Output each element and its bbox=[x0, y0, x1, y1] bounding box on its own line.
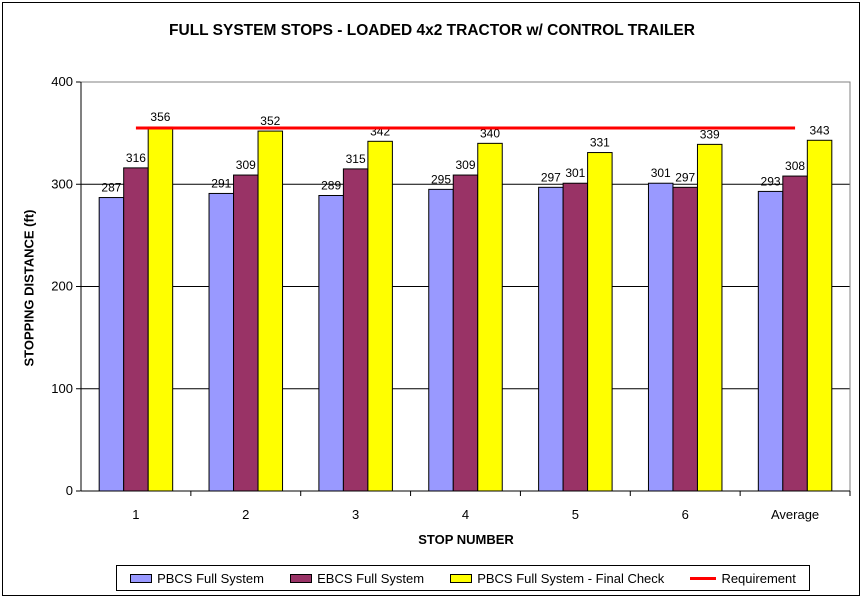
bar-value-label: 287 bbox=[101, 181, 121, 195]
bar-value-label: 343 bbox=[810, 123, 830, 137]
bar bbox=[452, 174, 479, 492]
legend-item-pbcs-final: PBCS Full System - Final Check bbox=[450, 571, 664, 586]
bar bbox=[696, 143, 723, 492]
bar-value-label: 293 bbox=[761, 174, 781, 188]
bar bbox=[477, 142, 503, 492]
x-tick-label: 3 bbox=[352, 507, 359, 522]
bar bbox=[98, 197, 125, 492]
bar bbox=[672, 186, 698, 492]
bar bbox=[587, 152, 613, 492]
chart-title: FULL SYSTEM STOPS - LOADED 4x2 TRACTOR w… bbox=[169, 22, 695, 39]
legend-label-pbcs: PBCS Full System bbox=[157, 570, 264, 586]
bar-value-label: 316 bbox=[126, 151, 146, 165]
bar-value-label: 301 bbox=[651, 166, 671, 180]
bar bbox=[367, 140, 393, 492]
legend-label-requirement: Requirement bbox=[721, 570, 796, 586]
bar-value-label: 356 bbox=[150, 110, 170, 124]
bar-value-label: 342 bbox=[370, 124, 390, 138]
x-tick-label: 6 bbox=[682, 507, 689, 522]
bar bbox=[342, 168, 369, 492]
x-tick-label: 4 bbox=[462, 507, 469, 522]
y-tick-label: 0 bbox=[66, 483, 73, 498]
bar bbox=[782, 175, 808, 492]
bar-value-label: 309 bbox=[236, 158, 256, 172]
bar-value-label: 331 bbox=[590, 136, 610, 150]
legend: PBCS Full System EBCS Full System PBCS F… bbox=[116, 565, 810, 591]
bar bbox=[538, 186, 564, 492]
bar bbox=[757, 190, 784, 492]
bar-value-label: 301 bbox=[565, 166, 585, 180]
bar bbox=[562, 182, 589, 492]
x-tick-label: 2 bbox=[242, 507, 249, 522]
bar bbox=[647, 182, 674, 492]
bar-value-label: 297 bbox=[675, 170, 695, 184]
x-tick-label: 5 bbox=[572, 507, 579, 522]
bar-value-label: 352 bbox=[260, 114, 280, 128]
legend-label-ebcs: EBCS Full System bbox=[317, 570, 425, 586]
legend-swatch-pbcs-final bbox=[450, 573, 473, 583]
bar-value-label: 339 bbox=[700, 127, 720, 141]
legend-item-requirement: Requirement bbox=[690, 570, 796, 586]
legend-item-ebcs: EBCS Full System bbox=[290, 571, 424, 586]
bar bbox=[123, 167, 149, 492]
y-tick-label: 300 bbox=[51, 176, 73, 191]
legend-item-pbcs: PBCS Full System bbox=[130, 571, 264, 586]
y-tick-label: 100 bbox=[51, 381, 73, 396]
bar bbox=[147, 126, 174, 492]
x-tick-label: 1 bbox=[132, 507, 139, 522]
y-tick-label: 400 bbox=[51, 74, 73, 89]
y-tick-label: 200 bbox=[51, 279, 73, 294]
bar bbox=[428, 188, 454, 492]
legend-label-pbcs-final: PBCS Full System - Final Check bbox=[477, 570, 665, 586]
legend-swatch-pbcs bbox=[130, 573, 153, 583]
bar-value-label: 308 bbox=[785, 159, 805, 173]
bar bbox=[318, 194, 344, 492]
x-axis-label: STOP NUMBER bbox=[418, 532, 514, 547]
bar-value-label: 297 bbox=[541, 170, 561, 184]
bar-value-label: 309 bbox=[455, 158, 475, 172]
bar-value-label: 295 bbox=[431, 172, 451, 186]
bar bbox=[806, 139, 833, 492]
legend-swatch-ebcs bbox=[290, 573, 313, 583]
bar-value-label: 340 bbox=[480, 126, 500, 140]
bar bbox=[257, 130, 284, 492]
bar-value-label: 289 bbox=[321, 178, 341, 192]
legend-swatch-requirement bbox=[690, 576, 717, 580]
bar bbox=[233, 174, 259, 492]
bar-value-label: 315 bbox=[346, 152, 366, 166]
bar bbox=[208, 192, 235, 492]
bar-value-label: 291 bbox=[211, 176, 231, 190]
x-tick-label: Average bbox=[771, 507, 819, 522]
